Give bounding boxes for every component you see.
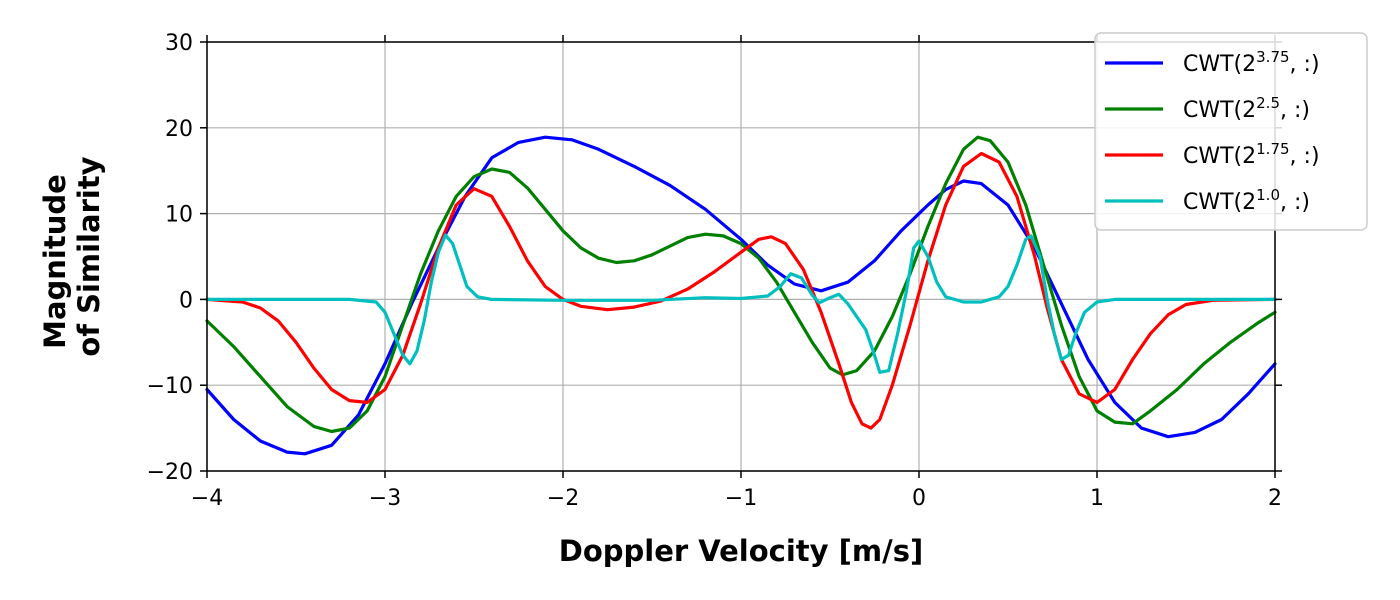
y-axis-label: Magnitude of Similarity — [38, 156, 106, 356]
legend-box — [1094, 32, 1368, 231]
legend-label-1: CWT(23.75, :) — [1183, 48, 1320, 77]
legend: CWT(23.75, :) CWT(22.5, :) CWT(21.75, :) CW… — [1094, 32, 1368, 231]
y-tick-label: 0 — [179, 288, 193, 313]
series-line-4 — [205, 233, 1277, 374]
x-tick-label: 0 — [912, 486, 926, 511]
y-tick-label: −20 — [147, 460, 193, 485]
y-axis-label-line2: of Similarity — [72, 156, 106, 356]
series-lines — [205, 135, 1277, 456]
x-tick-label: 2 — [1268, 486, 1282, 511]
x-axis-label: Doppler Velocity [m/s] — [559, 534, 923, 568]
series-line-1 — [205, 135, 1277, 456]
x-tick-label: −3 — [369, 486, 401, 511]
legend-label-3: CWT(21.75, :) — [1183, 140, 1320, 169]
legend-label-2: CWT(22.5, :) — [1183, 94, 1310, 123]
y-tick-label: 20 — [165, 117, 193, 142]
y-tick-label: −10 — [147, 374, 193, 399]
y-axis-label-line1: Magnitude — [38, 174, 72, 349]
y-tick-label: 30 — [165, 31, 193, 56]
x-tick-label: −2 — [547, 486, 579, 511]
x-tick-label: 1 — [1090, 486, 1104, 511]
x-tick-label: −1 — [725, 486, 757, 511]
legend-label-4: CWT(21.0, :) — [1183, 186, 1310, 215]
x-tick-label: −4 — [191, 486, 223, 511]
y-tick-label: 10 — [165, 203, 193, 228]
